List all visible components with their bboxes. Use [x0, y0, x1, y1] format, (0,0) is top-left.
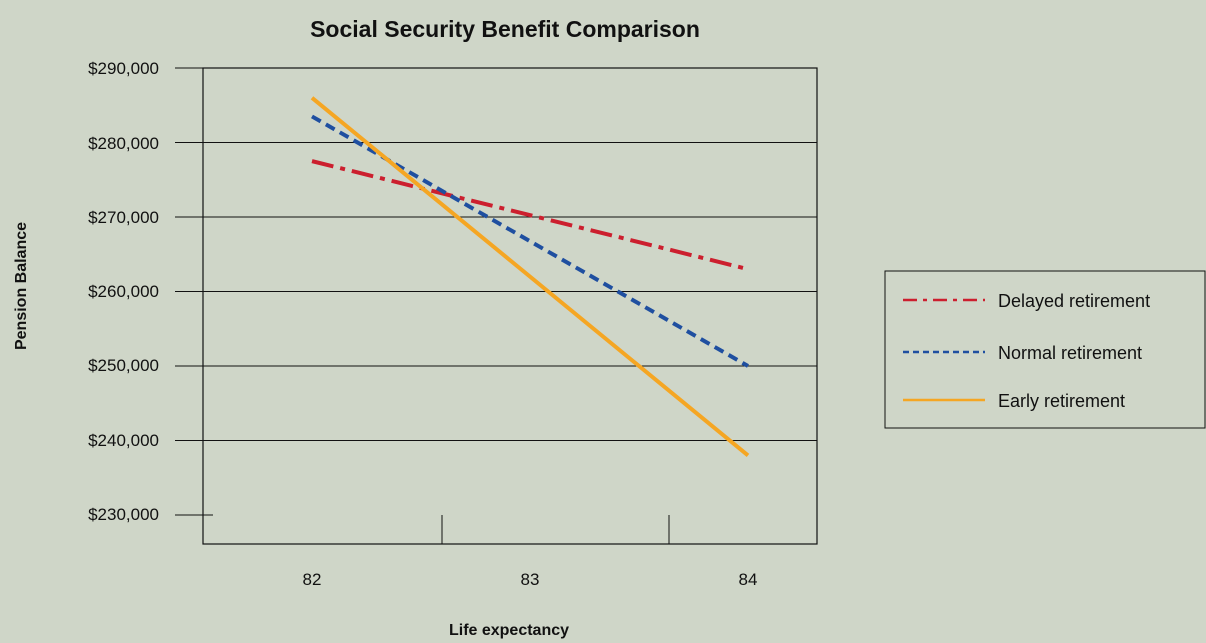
legend-label: Delayed retirement	[998, 291, 1150, 311]
legend-label: Early retirement	[998, 391, 1125, 411]
series-line-delayed-retirement	[311, 159, 749, 272]
x-tick-labels: 82 83 84	[303, 570, 758, 589]
y-axis-label: Pension Balance	[13, 222, 30, 350]
y-tick-label: $230,000	[88, 505, 159, 524]
series-lines	[310, 96, 750, 457]
x-tick-label: 84	[739, 570, 758, 589]
chart-title: Social Security Benefit Comparison	[310, 16, 700, 42]
x-tick-label: 82	[303, 570, 322, 589]
y-tick-label: $290,000	[88, 59, 159, 78]
x-tick-marks	[202, 515, 818, 544]
legend-box	[884, 270, 1206, 429]
series-line-early-retirement	[310, 96, 750, 457]
legend-item-delayed: Delayed retirement	[903, 291, 1150, 311]
y-tick-label: $280,000	[88, 134, 159, 153]
y-tick-label: $250,000	[88, 356, 159, 375]
legend: Delayed retirement Normal retirement Ear…	[884, 270, 1206, 429]
x-tick-label: 83	[521, 570, 540, 589]
legend-item-early: Early retirement	[903, 391, 1125, 411]
y-tick-label: $260,000	[88, 282, 159, 301]
y-tick-label: $270,000	[88, 208, 159, 227]
plot-frame	[202, 67, 818, 545]
legend-label: Normal retirement	[998, 343, 1142, 363]
x-axis-label: Life expectancy	[449, 622, 569, 639]
legend-item-normal: Normal retirement	[903, 343, 1142, 363]
gridlines	[175, 67, 817, 516]
y-tick-labels: $290,000 $280,000 $270,000 $260,000 $250…	[88, 59, 159, 524]
y-tick-label: $240,000	[88, 431, 159, 450]
plot-area	[175, 67, 818, 545]
